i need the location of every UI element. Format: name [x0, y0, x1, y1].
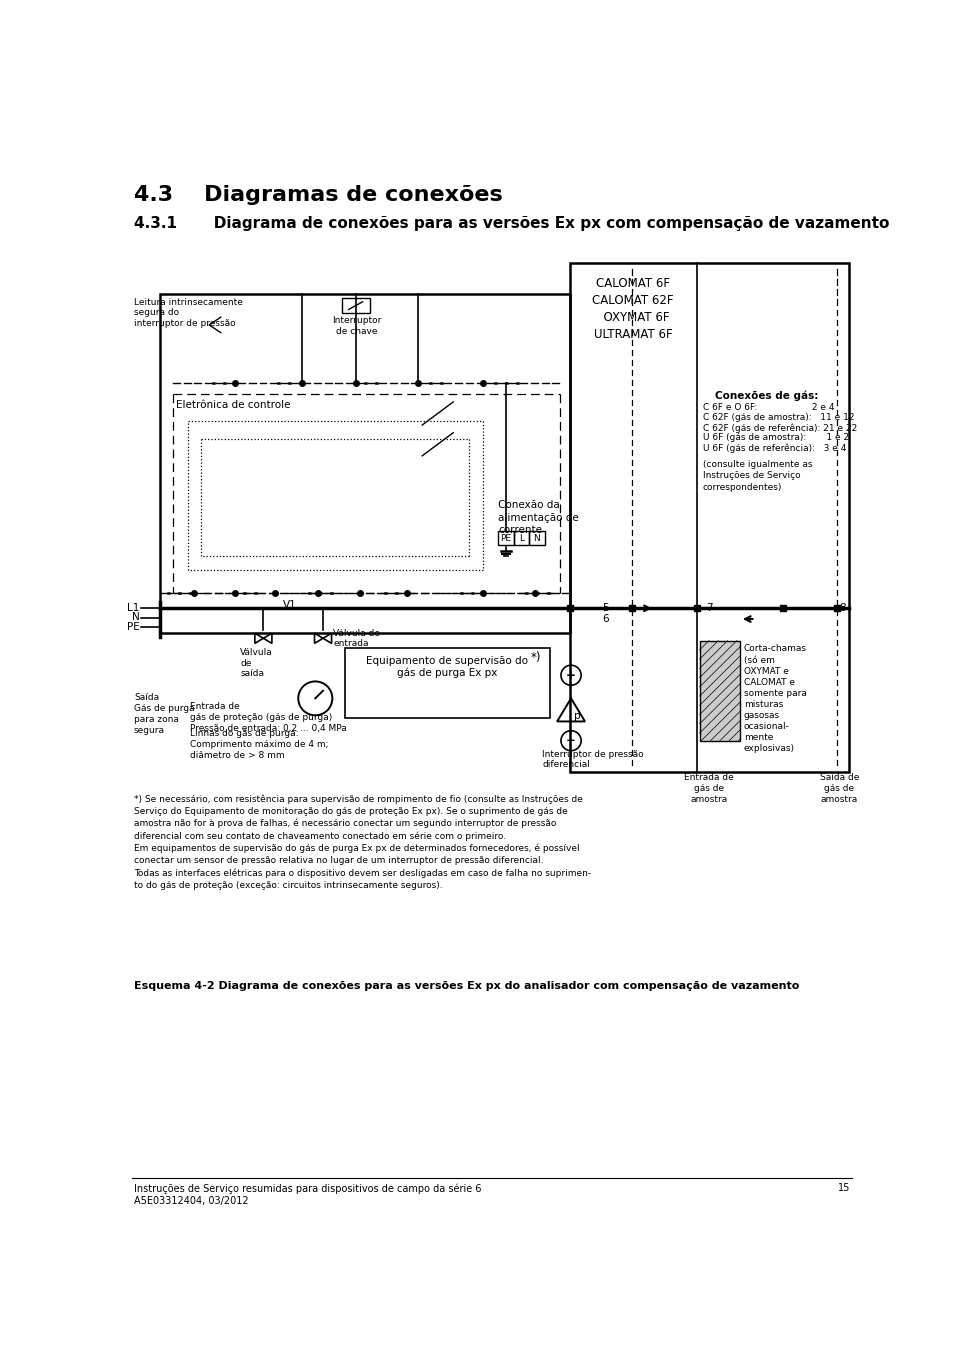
Text: (consulte igualmente as
Instruções de Serviço
correspondentes): (consulte igualmente as Instruções de Se…	[703, 460, 812, 492]
Text: Válvula
de
saída: Válvula de saída	[240, 649, 273, 679]
Text: 6: 6	[603, 615, 610, 624]
Bar	[569, 264, 849, 771]
Text: Instruções de Serviço resumidas para dispositivos de campo da série 6
A5E0331240: Instruções de Serviço resumidas para dis…	[134, 1183, 482, 1205]
Text: Corta-chamas
(só em
OXYMAT e
CALOMAT e
somente para
misturas
gasosas
ocasional-
: Corta-chamas (só em OXYMAT e CALOMAT e s…	[744, 645, 806, 753]
Text: 8: 8	[839, 604, 846, 613]
Bar	[529, 532, 544, 545]
Text: Saída
Gás de purga
para zona
segura: Saída Gás de purga para zona segura	[134, 694, 195, 736]
Text: Saída de
gás de
amostra: Saída de gás de amostra	[820, 772, 859, 804]
Text: C 62F (gás de amostra):   11 e 12: C 62F (gás de amostra): 11 e 12	[703, 413, 854, 423]
Text: N: N	[534, 533, 540, 543]
Text: 5: 5	[603, 604, 610, 613]
Text: Eletrônica de controle: Eletrônica de controle	[176, 400, 290, 411]
Text: CALOMAT 6F
CALOMAT 62F
  OXYMAT 6F
ULTRAMAT 6F: CALOMAT 6F CALOMAT 62F OXYMAT 6F ULTRAMA…	[592, 277, 674, 341]
Text: Conexão da
alimentação de
corrente: Conexão da alimentação de corrente	[498, 500, 579, 536]
Text: Válvula de
entrada: Válvula de entrada	[333, 630, 380, 649]
Text: p: p	[574, 711, 581, 721]
Text: Linhas do gás de purga:
Comprimento máximo de 4 m;
diâmetro de > 8 mm: Linhas do gás de purga: Comprimento máxi…	[190, 729, 328, 760]
Text: C 6F e O 6F:                   2 e 4: C 6F e O 6F: 2 e 4	[703, 404, 834, 412]
Bar	[700, 641, 740, 741]
Text: *) Se necessário, com resistência para supervisão de rompimento de fio (consulte: *) Se necessário, com resistência para s…	[134, 794, 591, 889]
Bar	[343, 298, 371, 313]
Text: +: +	[566, 669, 576, 681]
Text: L1: L1	[127, 604, 139, 613]
Bar	[160, 294, 569, 632]
Text: U 6F (gás de amostra):       1 e 2: U 6F (gás de amostra): 1 e 2	[703, 434, 849, 442]
Text: 15: 15	[838, 1183, 850, 1194]
Text: Interruptor de pressão
diferencial: Interruptor de pressão diferencial	[542, 749, 644, 770]
Text: −: −	[566, 734, 576, 747]
Text: U 6F (gás de referência):   3 e 4: U 6F (gás de referência): 3 e 4	[703, 443, 846, 453]
Text: N: N	[132, 612, 139, 623]
Text: Entrada de
gás de proteção (gás de purga)
Pressão de entrada: 0,2 ... 0,4 MPa: Entrada de gás de proteção (gás de purga…	[190, 702, 347, 733]
Text: PE: PE	[500, 533, 512, 543]
Text: Equipamento de supervisão do
gás de purga Ex px: Equipamento de supervisão do gás de purg…	[367, 656, 528, 679]
Text: *): *)	[531, 650, 541, 664]
Bar	[498, 532, 514, 545]
Text: Interruptor
de chave: Interruptor de chave	[332, 317, 381, 336]
Text: Leitura intrinsecamente
segura do
interruptor de pressão: Leitura intrinsecamente segura do interr…	[134, 298, 243, 328]
Text: 7: 7	[706, 604, 712, 613]
Text: Esquema 4-2 Diagrama de conexões para as versões Ex px do analisador com compens: Esquema 4-2 Diagrama de conexões para as…	[134, 981, 800, 991]
Text: Entrada de
gás de
amostra: Entrada de gás de amostra	[684, 772, 733, 804]
Text: Conexões de gás:: Conexões de gás:	[715, 390, 819, 401]
Text: V1: V1	[283, 600, 297, 609]
Bar	[345, 649, 550, 718]
Bar	[514, 532, 529, 545]
Text: 4.3    Diagramas de conexões: 4.3 Diagramas de conexões	[134, 185, 503, 205]
Text: L: L	[519, 533, 524, 543]
Text: C 62F (gás de referência): 21 e 22: C 62F (gás de referência): 21 e 22	[703, 423, 857, 432]
Text: 4.3.1       Diagrama de conexões para as versões Ex px com compensação de vazame: 4.3.1 Diagrama de conexões para as versõ…	[134, 215, 889, 231]
Text: PE: PE	[127, 622, 139, 632]
